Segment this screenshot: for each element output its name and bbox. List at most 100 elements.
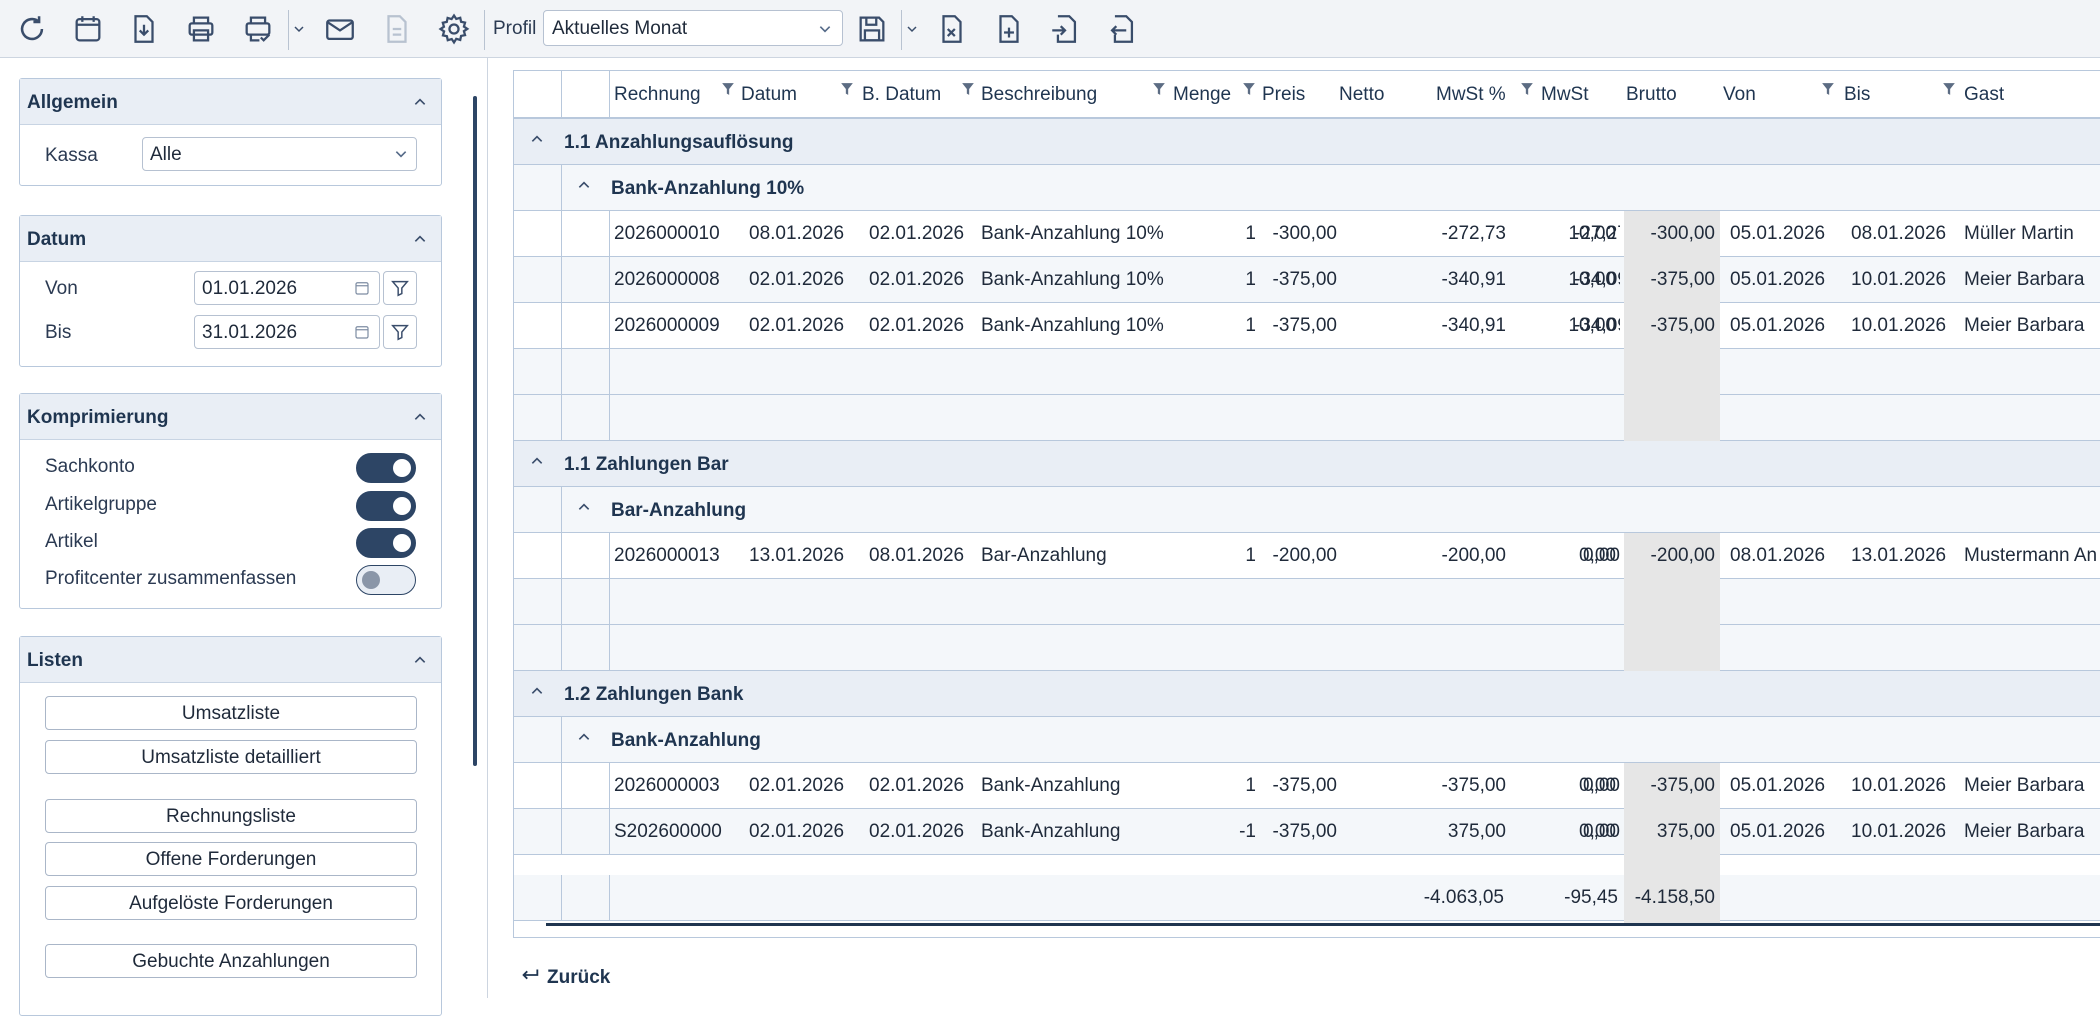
subgroup-row[interactable]: Bank-Anzahlung <box>514 717 2100 763</box>
panel-header[interactable]: Datum <box>20 216 441 262</box>
group-row[interactable]: 1.1 Anzahlungsauflösung <box>514 119 2100 165</box>
chevron-up-icon[interactable] <box>577 178 591 197</box>
refresh-icon[interactable] <box>10 7 54 51</box>
table-cell: 10.01.2026 <box>1851 315 1947 336</box>
delete-profile-icon[interactable] <box>930 7 974 51</box>
offene-forderungen-button[interactable]: Offene Forderungen <box>45 842 417 876</box>
calendar-icon[interactable] <box>66 7 110 51</box>
horizontal-scrollbar[interactable] <box>546 923 2100 926</box>
print-icon[interactable] <box>179 7 223 51</box>
table-row[interactable]: 2026000013 13.01.2026 08.01.2026 Bar-Anzahl… <box>514 533 2100 579</box>
column-divider <box>561 71 562 119</box>
table-cell: Meier Barbara <box>1964 315 2085 336</box>
chevron-up-icon[interactable] <box>413 93 427 115</box>
chevron-up-icon[interactable] <box>413 651 427 673</box>
save-icon[interactable] <box>850 7 894 51</box>
filter-icon[interactable] <box>840 81 854 102</box>
panel-title: Komprimierung <box>27 407 169 428</box>
column-header-netto[interactable]: Netto <box>1339 84 1385 105</box>
column-header-gast[interactable]: Gast <box>1964 84 2005 105</box>
von-date-input[interactable]: 01.01.2026 <box>194 271 380 305</box>
table-cell: 0,00 <box>1583 775 1620 796</box>
table-cell: Bank-Anzahlung <box>981 775 1121 796</box>
subgroup-row[interactable]: Bar-Anzahlung <box>514 487 2100 533</box>
sidebar-scrollbar[interactable] <box>473 96 477 766</box>
table-cell: 02.01.2026 <box>749 315 845 336</box>
rechnungsliste-button[interactable]: Rechnungsliste <box>45 799 417 833</box>
column-header-brutto[interactable]: Brutto <box>1626 84 1677 105</box>
chevron-up-icon[interactable] <box>577 500 591 519</box>
totals-row: -4.063,05 -95,45 -4.158,50 <box>514 875 2100 921</box>
filter-icon[interactable] <box>721 81 735 102</box>
import-icon[interactable] <box>1043 7 1087 51</box>
filter-icon[interactable] <box>1520 81 1534 102</box>
umsatzliste-detailliert-button[interactable]: Umsatzliste detailliert <box>45 740 417 774</box>
calendar-icon[interactable] <box>353 279 371 303</box>
print-preview-icon[interactable] <box>236 7 280 51</box>
panel-header[interactable]: Allgemein <box>20 79 441 125</box>
download-file-icon[interactable] <box>122 7 166 51</box>
chevron-up-icon[interactable] <box>413 230 427 252</box>
chevron-up-icon[interactable] <box>530 132 544 151</box>
bis-label: Bis <box>45 322 72 343</box>
chevron-up-icon[interactable] <box>413 408 427 430</box>
mail-icon[interactable] <box>318 7 362 51</box>
filter-icon[interactable] <box>961 81 975 102</box>
profil-select[interactable]: Aktuelles Monat <box>543 10 843 46</box>
artikelgruppe-toggle[interactable] <box>356 491 416 521</box>
document-icon[interactable] <box>375 7 419 51</box>
aufgeloeste-forderungen-button[interactable]: Aufgelöste Forderungen <box>45 886 417 920</box>
group-row[interactable]: 1.2 Zahlungen Bank <box>514 671 2100 717</box>
new-profile-icon[interactable] <box>987 7 1031 51</box>
chevron-up-icon[interactable] <box>530 684 544 703</box>
column-header-preis[interactable]: Preis <box>1262 84 1306 105</box>
table-cell: 0,00 <box>1579 775 1616 796</box>
chevron-up-icon[interactable] <box>530 454 544 473</box>
table-cell: -375,00 <box>1650 269 1715 290</box>
filter-icon[interactable] <box>1242 81 1256 102</box>
column-header-menge[interactable]: Menge <box>1173 84 1232 105</box>
chevron-down-icon[interactable] <box>292 20 306 38</box>
table-row[interactable]: S202600000 02.01.2026 02.01.2026 Bank-Anzah… <box>514 809 2100 855</box>
table-row[interactable]: 2026000010 08.01.2026 02.01.2026 Bank-Anzah… <box>514 211 2100 257</box>
filter-icon[interactable] <box>1152 81 1166 102</box>
filter-icon[interactable] <box>383 315 417 349</box>
calendar-icon[interactable] <box>353 323 371 347</box>
table-row[interactable]: 2026000003 02.01.2026 02.01.2026 Bank-Anzah… <box>514 763 2100 809</box>
sachkonto-toggle[interactable] <box>356 453 416 483</box>
column-header-mwst[interactable]: MwSt <box>1541 84 1589 105</box>
table-cell: -300,00 <box>1272 223 1337 244</box>
column-header-bis[interactable]: Bis <box>1844 84 1871 105</box>
column-header-mwst-prozent[interactable]: MwSt % <box>1436 84 1506 105</box>
panel-header[interactable]: Komprimierung <box>20 394 441 440</box>
gebuchte-anzahlungen-button[interactable]: Gebuchte Anzahlungen <box>45 944 417 978</box>
toggle-label: Artikelgruppe <box>45 494 157 515</box>
table-cell: -200,00 <box>1650 545 1715 566</box>
export-icon[interactable] <box>1100 7 1144 51</box>
chevron-down-icon[interactable] <box>905 20 919 38</box>
umsatzliste-button[interactable]: Umsatzliste <box>45 696 417 730</box>
chevron-up-icon[interactable] <box>577 730 591 749</box>
panel-header[interactable]: Listen <box>20 637 441 683</box>
back-button[interactable]: Zurück <box>519 964 610 992</box>
artikel-toggle[interactable] <box>356 528 416 558</box>
column-header-datum[interactable]: Datum <box>741 84 797 105</box>
subgroup-row[interactable]: Bank-Anzahlung 10% <box>514 165 2100 211</box>
column-header-b-datum[interactable]: B. Datum <box>862 84 942 105</box>
kassa-select[interactable]: Alle <box>142 137 417 171</box>
table-row[interactable]: 2026000008 02.01.2026 02.01.2026 Bank-Anzah… <box>514 257 2100 303</box>
column-header-von[interactable]: Von <box>1723 84 1756 105</box>
subgroup-title: Bank-Anzahlung <box>611 730 761 751</box>
profitcenter-toggle[interactable] <box>356 565 416 595</box>
group-row[interactable]: 1.1 Zahlungen Bar <box>514 441 2100 487</box>
filter-icon[interactable] <box>383 271 417 305</box>
table-cell: 05.01.2026 <box>1730 775 1826 796</box>
filter-icon[interactable] <box>1821 81 1835 102</box>
gear-icon[interactable] <box>432 7 476 51</box>
table-row[interactable]: 2026000009 02.01.2026 02.01.2026 Bank-Anzah… <box>514 303 2100 349</box>
bis-date-input[interactable]: 31.01.2026 <box>194 315 380 349</box>
column-header-beschreibung[interactable]: Beschreibung <box>981 84 1098 105</box>
filter-icon[interactable] <box>1942 81 1956 102</box>
column-header-rechnung[interactable]: Rechnung <box>614 84 701 105</box>
table-cell: 05.01.2026 <box>1730 821 1826 842</box>
